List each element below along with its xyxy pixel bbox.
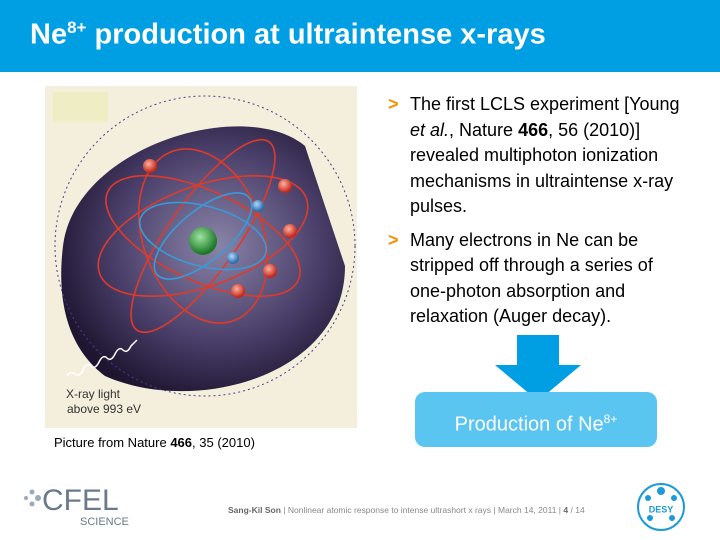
- sphere-outline: [54, 95, 356, 397]
- desy-text: DESY: [649, 504, 674, 514]
- bullet-marker: >: [388, 94, 399, 114]
- text-run: Picture from Nature: [54, 435, 171, 450]
- footer: Sang-Kil Son | Nonlinear atomic response…: [228, 505, 585, 515]
- text-run: , Nature: [449, 119, 519, 140]
- bullet: > Many electrons in Ne can be stripped of…: [388, 228, 688, 330]
- callout-box: Production of Ne8+: [415, 392, 657, 447]
- text-run: , 35 (2010): [192, 435, 255, 450]
- slide-title: Ne8+ production at ultraintense x-rays: [30, 18, 546, 52]
- figure: X-ray light above 993 eV: [45, 86, 357, 428]
- title-sup: 8+: [67, 18, 87, 37]
- footer-sep: |: [493, 505, 496, 515]
- logo-subtext: SCIENCE: [80, 516, 129, 528]
- bullet-marker: >: [388, 229, 399, 250]
- nucleus: [189, 227, 217, 255]
- text-run: , 56 (2010)] revealed multiphoton ioniza…: [410, 119, 674, 217]
- text-run: Many electrons in Ne can be stripped off…: [410, 229, 653, 327]
- footer-author: Sang-Kil Son: [228, 505, 281, 515]
- figure-label: above 993 eV: [67, 402, 141, 416]
- bullet-list: > The first LCLS experiment [Young et al.…: [388, 92, 688, 338]
- figure-patch: [53, 92, 108, 122]
- orbits: [97, 138, 309, 334]
- text-run: 466: [170, 435, 193, 450]
- caption: Picture from Nature 466, 35 (2010): [54, 435, 255, 450]
- footer-page: 4: [563, 505, 569, 515]
- logo-dots: [24, 489, 41, 507]
- bullet: > The first LCLS experiment [Young et al.…: [388, 92, 688, 220]
- footer-sep: |: [283, 505, 286, 515]
- figure-label: X-ray light: [66, 387, 121, 401]
- down-arrow: [495, 335, 581, 401]
- title-text: production at ultraintense x-rays: [86, 18, 546, 51]
- electrons: [143, 159, 297, 298]
- callout-text: Production of Ne: [454, 413, 604, 436]
- text-run: et al.: [410, 119, 450, 140]
- footer-date: March 14, 2011: [497, 505, 557, 515]
- callout-sup: 8+: [603, 412, 618, 426]
- footer-sep: |: [558, 505, 562, 515]
- header-bar: [0, 0, 720, 72]
- title-text: Ne: [30, 18, 68, 51]
- logo-text: CFEL: [42, 484, 119, 517]
- footer-talk: Nonlinear atomic response to intense ult…: [287, 505, 492, 515]
- x-ray-wave: [66, 339, 138, 377]
- text-run: 466: [518, 119, 549, 140]
- desy-logo: DESY: [637, 483, 685, 531]
- cfel-logo: CFEL SCIENCE: [24, 484, 129, 528]
- text-run: The first LCLS experiment [Young: [410, 94, 680, 114]
- footer-total: / 14: [570, 505, 585, 515]
